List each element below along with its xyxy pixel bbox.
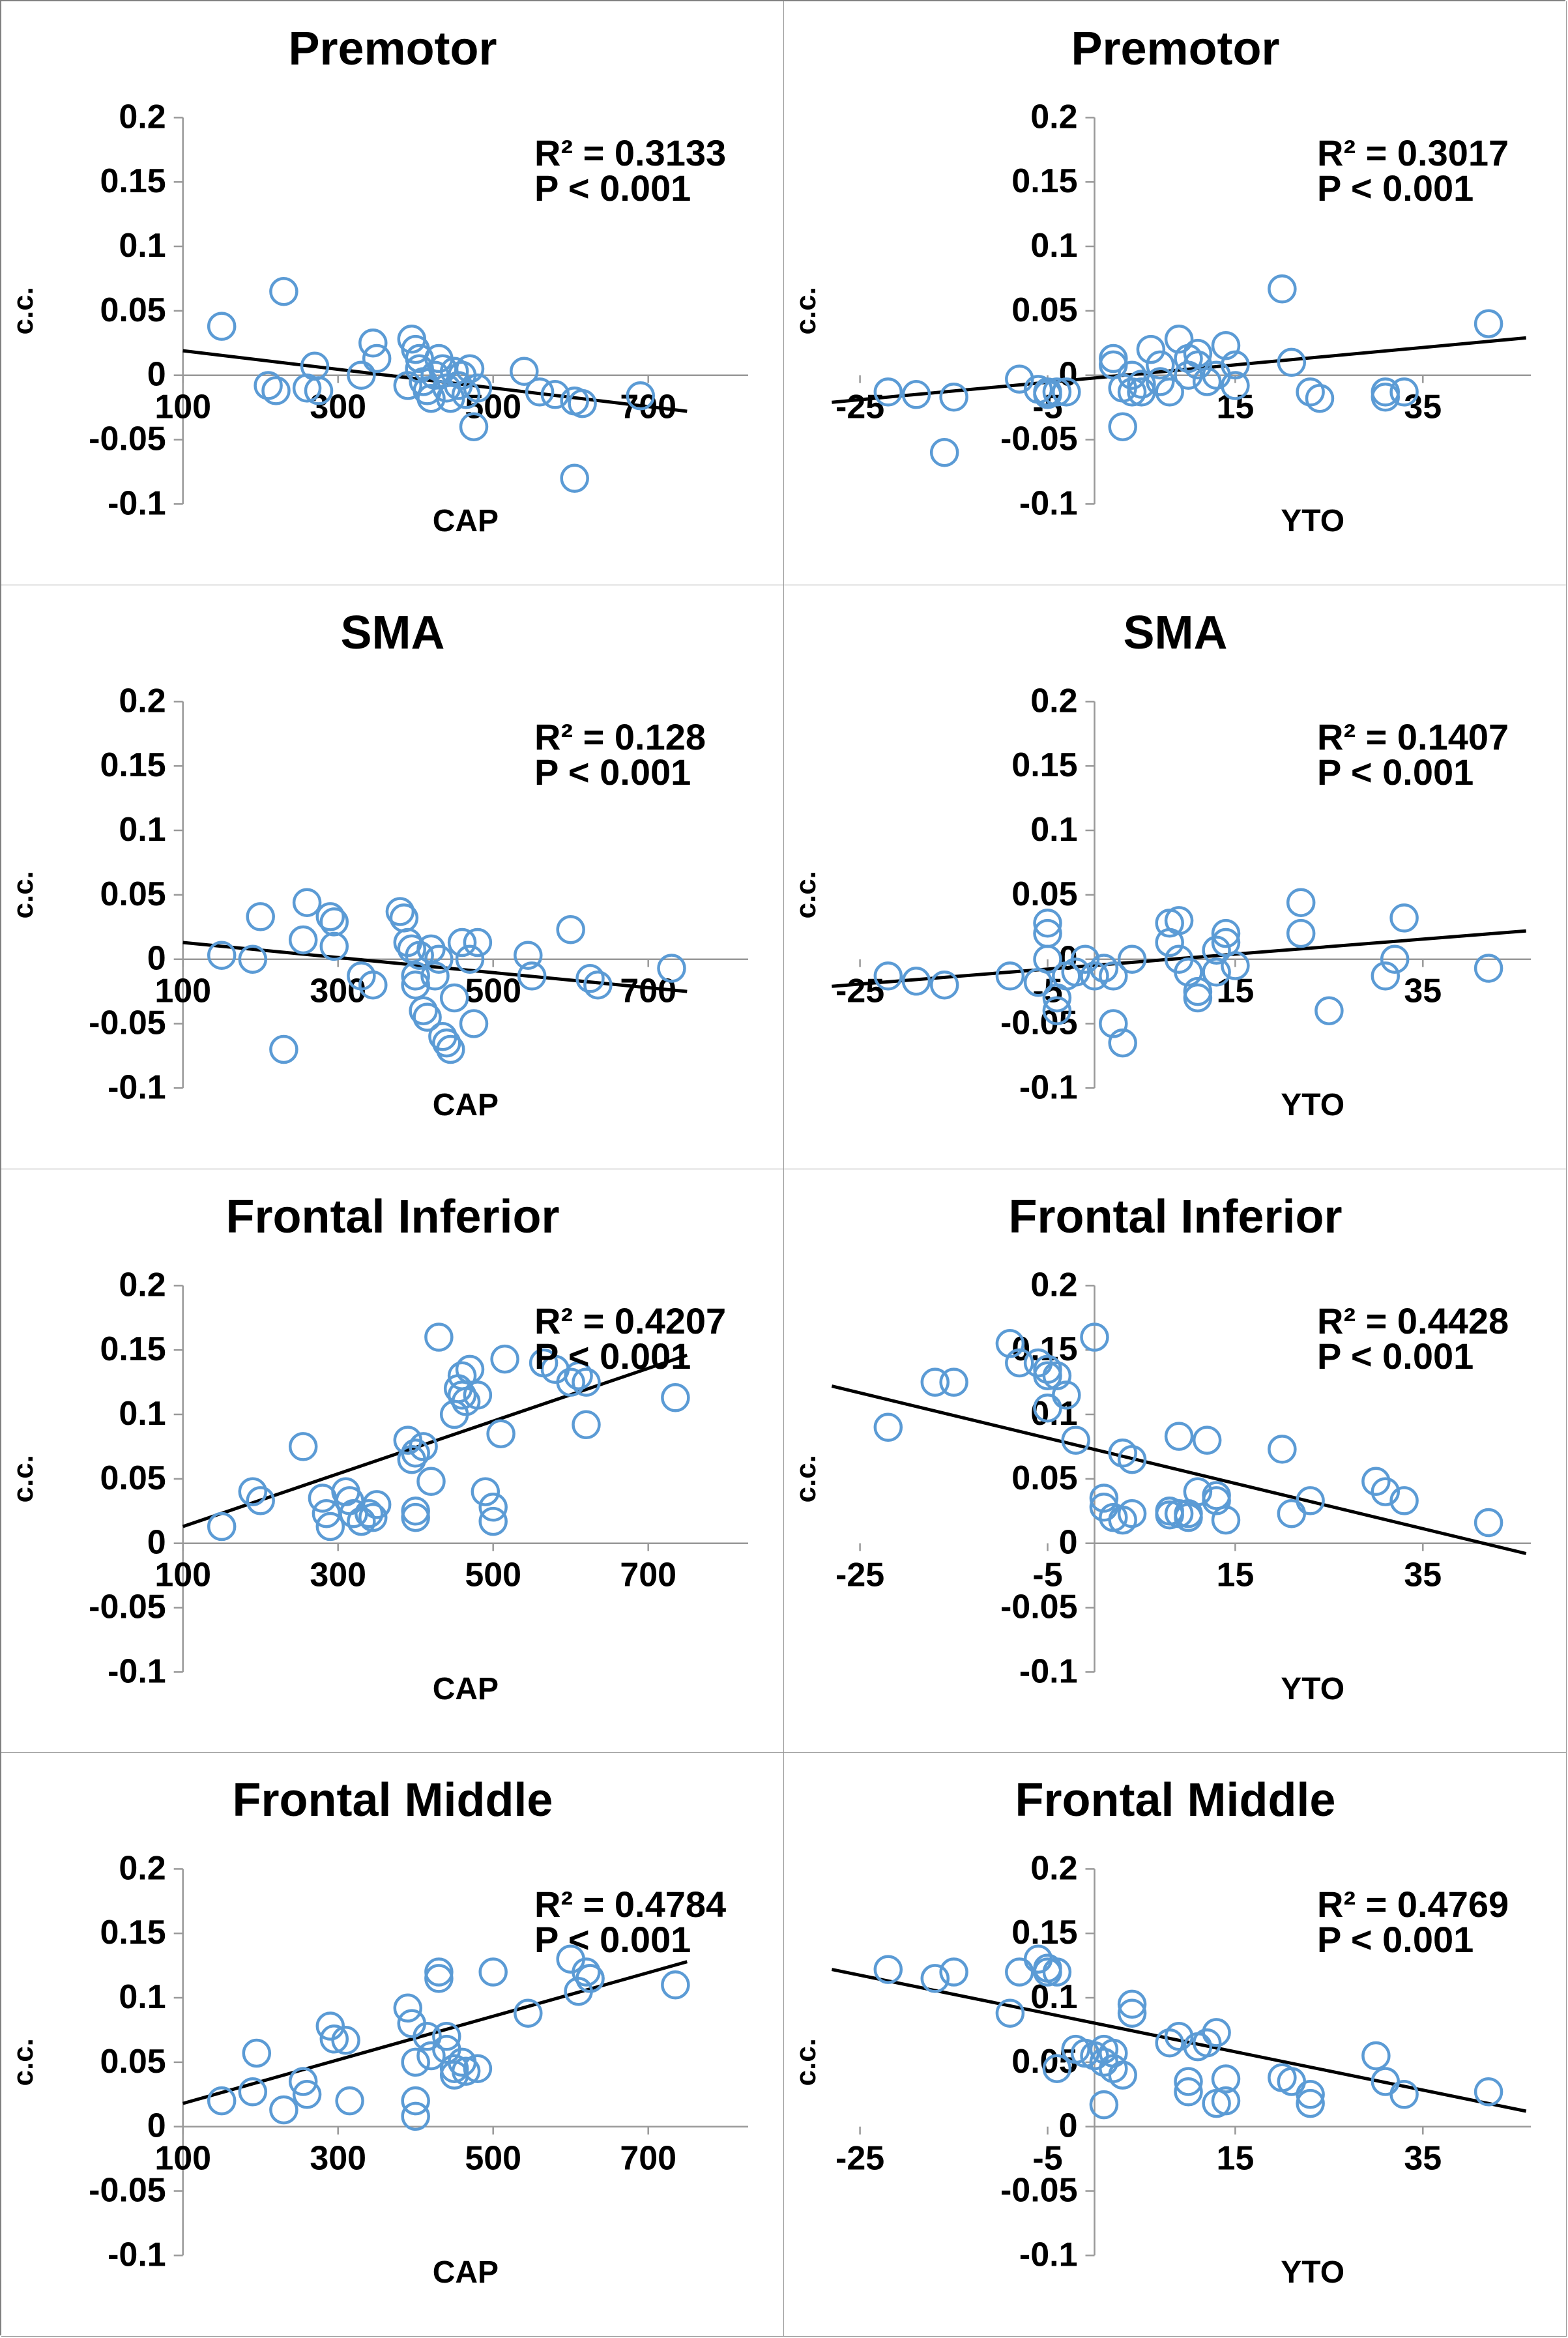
svg-text:35: 35 [1404,2140,1442,2178]
svg-text:0.1: 0.1 [119,811,166,849]
svg-text:-0.1: -0.1 [108,484,166,522]
svg-text:15: 15 [1216,1556,1254,1594]
svg-text:0.2: 0.2 [119,98,166,136]
svg-text:300: 300 [310,972,366,1010]
svg-text:Frontal Inferior: Frontal Inferior [1008,1191,1342,1243]
svg-text:15: 15 [1216,2140,1254,2178]
svg-text:35: 35 [1404,388,1442,426]
svg-text:100: 100 [154,388,211,426]
svg-text:0.15: 0.15 [100,1330,166,1368]
svg-text:YTO: YTO [1281,1672,1344,1706]
svg-text:0.05: 0.05 [100,291,166,329]
svg-text:300: 300 [310,1556,366,1594]
svg-text:0.1: 0.1 [119,1395,166,1433]
svg-text:0.05: 0.05 [1011,1459,1077,1497]
svg-text:0.2: 0.2 [1030,1266,1077,1304]
svg-text:YTO: YTO [1281,504,1344,538]
svg-text:-25: -25 [835,2140,884,2178]
svg-text:0.2: 0.2 [1030,1850,1077,1888]
svg-text:35: 35 [1404,1556,1442,1594]
svg-text:SMA: SMA [1124,607,1228,659]
svg-text:15: 15 [1216,388,1254,426]
svg-text:Frontal Middle: Frontal Middle [1015,1774,1336,1826]
svg-text:SMA: SMA [341,607,445,659]
svg-text:0.15: 0.15 [1011,1914,1077,1951]
svg-text:P < 0.001: P < 0.001 [1317,168,1474,209]
svg-text:500: 500 [465,1556,521,1594]
svg-text:0.2: 0.2 [1030,98,1077,136]
svg-text:300: 300 [310,2140,366,2178]
svg-text:YTO: YTO [1281,1088,1344,1122]
svg-text:P < 0.001: P < 0.001 [534,1336,691,1377]
svg-text:Premotor: Premotor [288,23,497,75]
svg-text:-25: -25 [835,972,884,1010]
svg-text:0.05: 0.05 [100,1459,166,1497]
svg-text:0.15: 0.15 [1011,162,1077,200]
svg-text:0.15: 0.15 [100,746,166,784]
svg-text:-0.1: -0.1 [108,1652,166,1690]
svg-text:0.05: 0.05 [1011,291,1077,329]
svg-text:P < 0.001: P < 0.001 [1317,1336,1474,1377]
svg-text:c.c.: c.c. [790,287,822,334]
svg-text:-5: -5 [1032,1556,1062,1594]
svg-text:35: 35 [1404,972,1442,1010]
svg-text:0.2: 0.2 [119,1266,166,1304]
svg-text:0.15: 0.15 [1011,746,1077,784]
svg-text:Premotor: Premotor [1071,23,1279,75]
svg-text:P < 0.001: P < 0.001 [534,752,691,793]
svg-text:Frontal Middle: Frontal Middle [233,1774,553,1826]
svg-text:c.c.: c.c. [7,2038,39,2086]
svg-text:0.1: 0.1 [1030,227,1077,265]
svg-text:500: 500 [465,972,521,1010]
svg-text:0.2: 0.2 [119,1850,166,1888]
svg-text:CAP: CAP [433,504,499,538]
svg-text:c.c.: c.c. [7,287,39,334]
svg-text:100: 100 [154,972,211,1010]
svg-text:-25: -25 [835,388,884,426]
svg-text:-25: -25 [835,1556,884,1594]
svg-text:0.05: 0.05 [100,2043,166,2081]
svg-text:c.c.: c.c. [790,871,822,918]
svg-text:-5: -5 [1032,2140,1062,2178]
svg-text:-0.1: -0.1 [108,2236,166,2274]
svg-text:0.1: 0.1 [1030,811,1077,849]
svg-text:c.c.: c.c. [7,871,39,918]
svg-text:-0.1: -0.1 [1019,1652,1078,1690]
svg-text:-0.1: -0.1 [1019,2236,1078,2274]
svg-text:700: 700 [620,1556,676,1594]
svg-text:100: 100 [154,2140,211,2178]
svg-text:CAP: CAP [433,2255,499,2290]
svg-text:0.05: 0.05 [100,875,166,913]
svg-text:P < 0.001: P < 0.001 [1317,1919,1474,1960]
svg-text:0.15: 0.15 [100,1914,166,1951]
svg-text:700: 700 [620,2140,676,2178]
svg-text:500: 500 [465,2140,521,2178]
svg-text:P < 0.001: P < 0.001 [1317,752,1474,793]
svg-text:0.2: 0.2 [1030,682,1077,720]
svg-text:c.c.: c.c. [790,1455,822,1502]
svg-text:0.1: 0.1 [119,1978,166,2016]
svg-text:-0.1: -0.1 [1019,1068,1078,1106]
svg-text:0.05: 0.05 [1011,875,1077,913]
svg-text:CAP: CAP [433,1088,499,1122]
svg-text:CAP: CAP [433,1672,499,1706]
svg-text:0.15: 0.15 [100,162,166,200]
svg-text:Frontal Inferior: Frontal Inferior [225,1191,559,1243]
svg-text:P < 0.001: P < 0.001 [534,1919,691,1960]
svg-text:P < 0.001: P < 0.001 [534,168,691,209]
svg-text:0.2: 0.2 [119,682,166,720]
svg-text:c.c.: c.c. [7,1455,39,1502]
svg-text:-0.1: -0.1 [1019,484,1078,522]
svg-text:YTO: YTO [1281,2255,1344,2290]
svg-text:-0.1: -0.1 [108,1068,166,1106]
svg-text:c.c.: c.c. [790,2038,822,2086]
svg-text:100: 100 [154,1556,211,1594]
svg-text:500: 500 [465,388,521,426]
svg-text:0.1: 0.1 [119,227,166,265]
